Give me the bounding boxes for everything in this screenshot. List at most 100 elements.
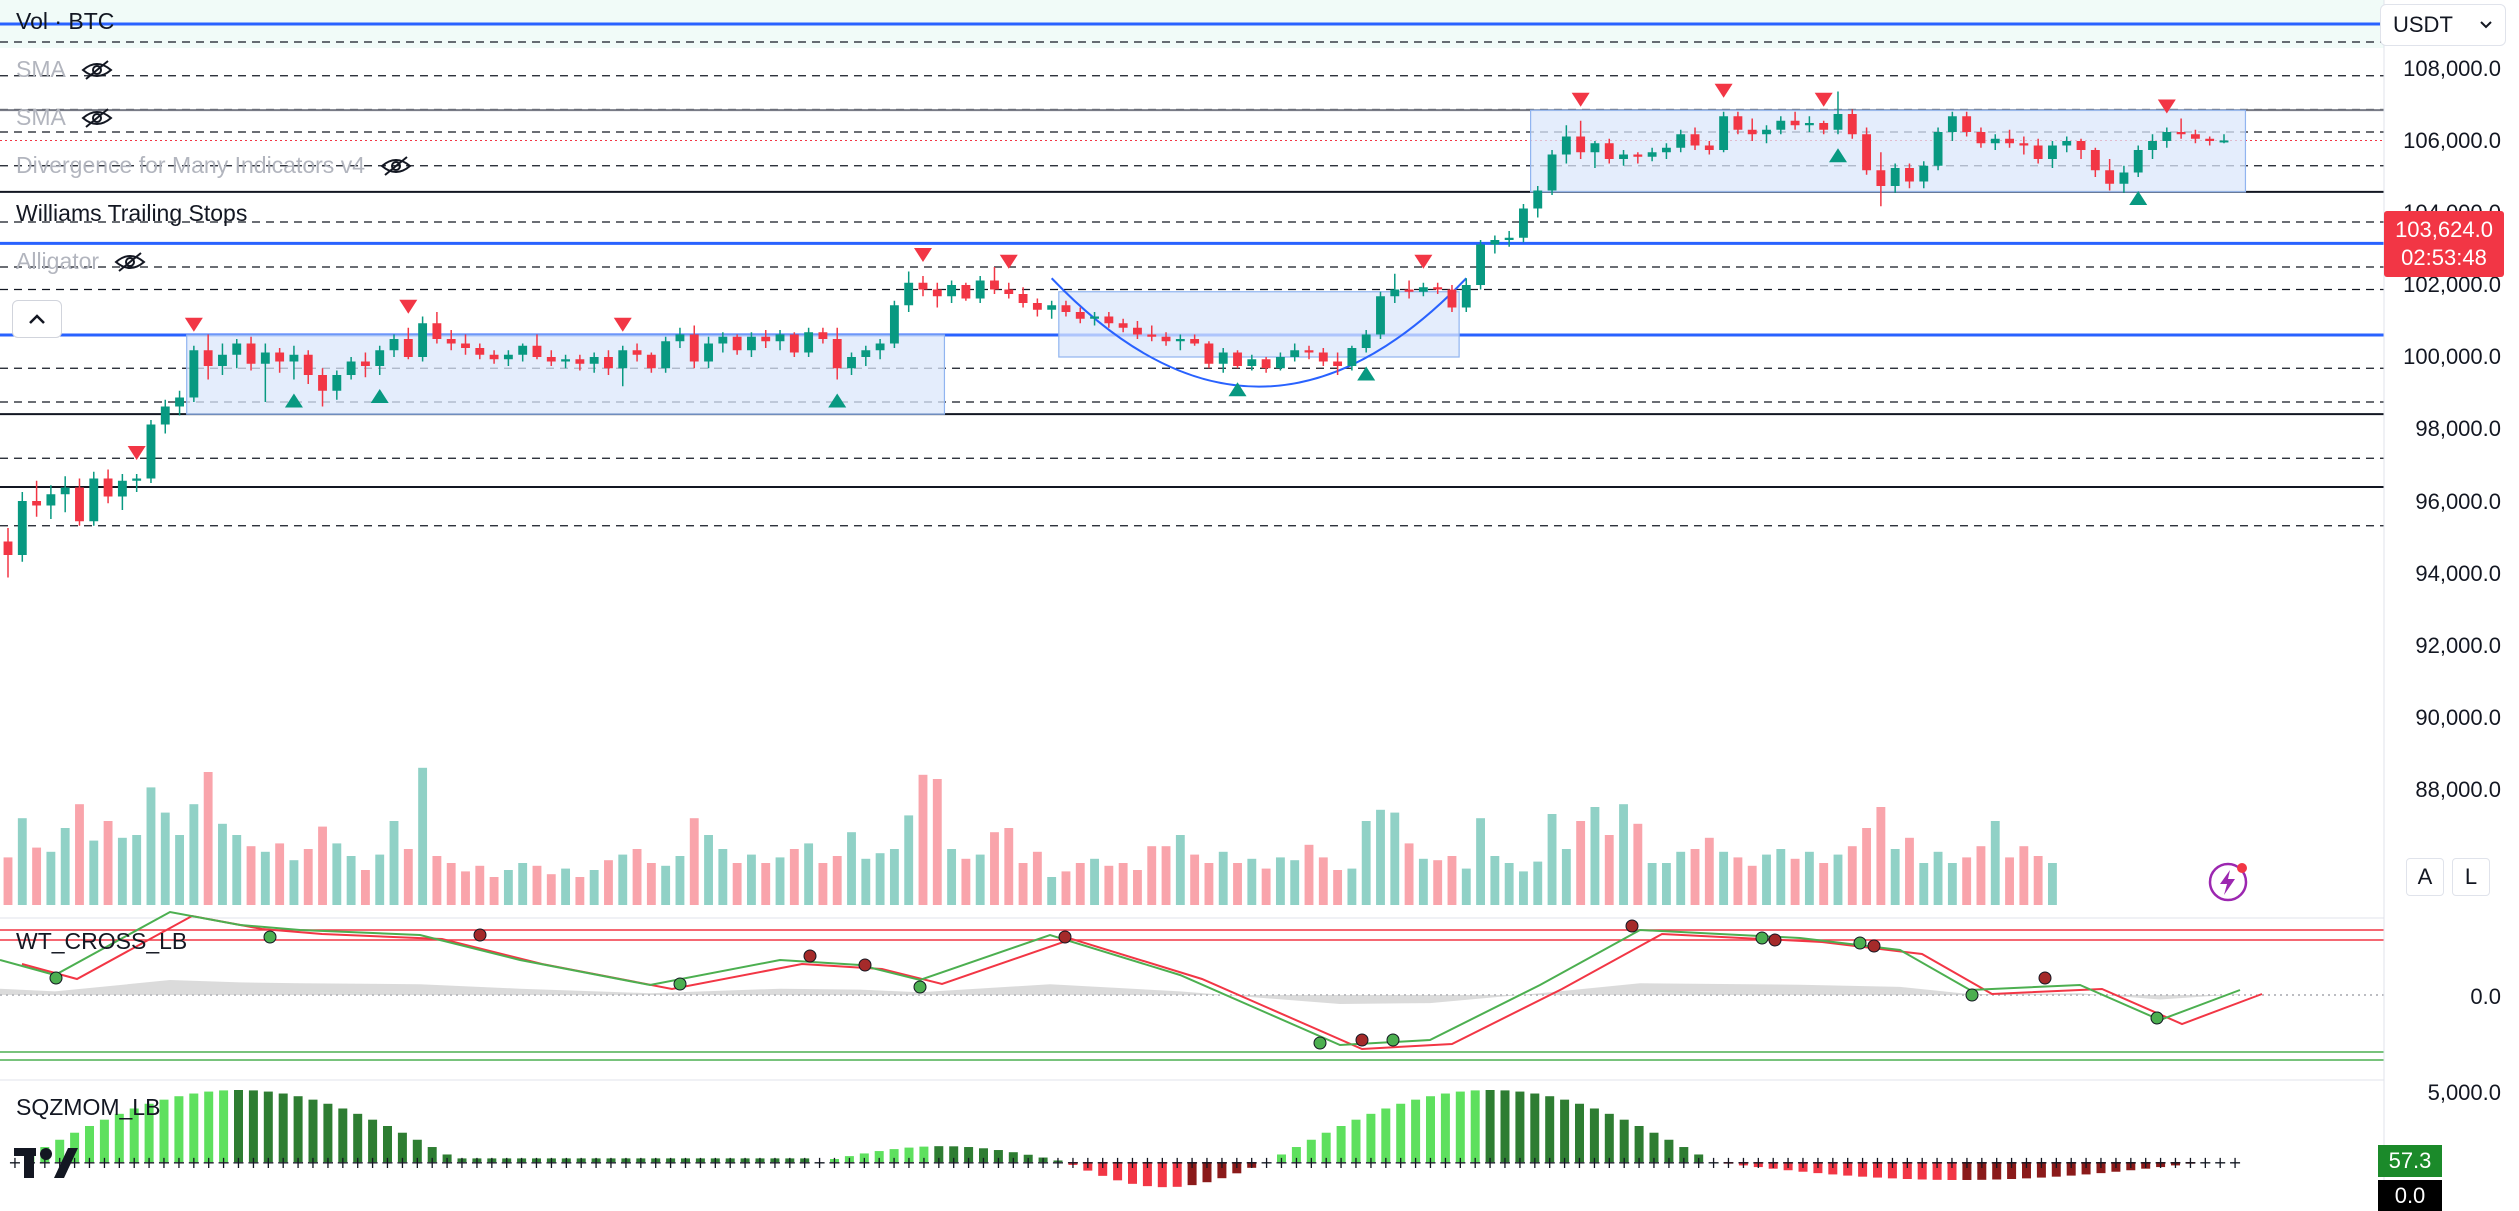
candle-body (1519, 208, 1528, 238)
volume-bar (503, 870, 513, 905)
wt-line-red (21, 914, 2263, 1051)
sq-cross: + (440, 1153, 453, 1172)
volume-bar (318, 826, 327, 905)
volume-bar (17, 818, 27, 905)
sq-momentum-bar (1649, 1132, 1659, 1162)
sq-momentum-bar (502, 1158, 512, 1162)
tradingview-logo[interactable] (10, 1140, 86, 1184)
sq-momentum-bar (1485, 1090, 1495, 1162)
sq-momentum-bar (293, 1096, 303, 1162)
volume-bar (432, 856, 442, 905)
currency-selector[interactable]: USDT (2380, 4, 2506, 46)
price-axis-label: 94,000.0 (2415, 561, 2501, 586)
candle-body (1018, 294, 1028, 303)
sq-cross: + (1871, 1153, 1884, 1172)
sq-cross: + (2213, 1153, 2226, 1172)
legend-williams[interactable]: Williams Trailing Stops (16, 200, 247, 227)
sq-cross: + (2064, 1153, 2077, 1172)
log-scale-button[interactable]: L (2452, 858, 2490, 896)
candle-body (947, 285, 957, 297)
sq-cross: + (917, 1153, 930, 1172)
volume-bar (132, 835, 142, 905)
sell-marker (613, 317, 632, 332)
candle-body (2133, 150, 2143, 173)
sq-cross: + (1245, 1153, 1258, 1172)
legend-volume-label: Vol · BTC (16, 8, 115, 34)
candle-body (1147, 334, 1157, 337)
sq-cross: + (262, 1153, 275, 1172)
sq-momentum-bar (1962, 1162, 1972, 1180)
volume-bar (1619, 804, 1628, 905)
sq-momentum-bar (993, 1150, 1003, 1162)
legend-sma-1[interactable]: SMA (16, 56, 114, 83)
lightning-icon[interactable] (2208, 862, 2248, 902)
candle-body (275, 352, 285, 362)
bar-countdown: 02:53:48 (2401, 245, 2487, 270)
candle-body (1576, 136, 1586, 153)
sq-cross: + (1468, 1153, 1481, 1172)
sq-cross: + (947, 1153, 960, 1172)
sq-momentum-bar (785, 1158, 795, 1162)
volume-bar (1919, 863, 1929, 905)
candle-body (3, 541, 13, 555)
eye-off-icon[interactable] (113, 251, 147, 273)
sq-cross: + (515, 1153, 528, 1172)
candle-body (1304, 350, 1314, 353)
volume-bar (932, 779, 942, 905)
wt-pane-title[interactable]: WT_CROSS_LB (16, 928, 188, 954)
sq-momentum-bar (1187, 1162, 1197, 1186)
sq-momentum-bar (1560, 1099, 1570, 1162)
sq-cross: + (1051, 1153, 1064, 1172)
volume-bar (1090, 858, 1099, 905)
candle-body (1390, 289, 1400, 297)
volume-bar (1461, 868, 1471, 905)
volume-bar (1390, 812, 1400, 905)
sq-cross: + (872, 1153, 885, 1172)
volume-bar (990, 832, 999, 905)
sq-pane-title[interactable]: SQZMOM_LB (16, 1094, 161, 1120)
candle-body (2219, 140, 2229, 143)
volume-bar (1690, 849, 1700, 905)
eye-off-icon[interactable] (80, 107, 114, 129)
sq-cross: + (1305, 1153, 1318, 1172)
volume-bar (189, 804, 199, 905)
legend-alligator-label: Alligator (16, 248, 100, 274)
sq-cross: + (1990, 1153, 2003, 1172)
sq-cross: + (2050, 1153, 2063, 1172)
sq-momentum-bar (427, 1147, 437, 1162)
legend-volume[interactable]: Vol · BTC (16, 8, 114, 35)
sq-cross: + (2020, 1153, 2033, 1172)
sq-cross: + (1632, 1153, 1645, 1172)
sq-momentum-bar (1411, 1099, 1421, 1162)
volume-bar (346, 856, 356, 905)
collapse-legend-button[interactable] (12, 300, 62, 338)
sq-cross: + (813, 1153, 826, 1172)
candle-body (589, 357, 599, 364)
candle-body (2162, 132, 2172, 141)
auto-scale-button[interactable]: A (2406, 858, 2444, 896)
sq-momentum-bar (1366, 1113, 1376, 1162)
volume-bar (1547, 814, 1557, 905)
legend-divergence[interactable]: Divergence for Many Indicators v4 (16, 152, 413, 179)
legend-alligator[interactable]: Alligator (16, 248, 147, 275)
eye-off-icon[interactable] (379, 155, 413, 177)
eye-off-icon[interactable] (80, 59, 114, 81)
candle-body (646, 354, 656, 369)
sq-momentum-bar (368, 1119, 378, 1162)
sq-cross: + (932, 1153, 945, 1172)
sq-momentum-bar (278, 1093, 288, 1162)
sq-momentum-bar (591, 1158, 601, 1162)
candle-body (175, 397, 184, 407)
sq-cross: + (500, 1153, 513, 1172)
volume-bar (1819, 863, 1829, 905)
sq-cross: + (1752, 1153, 1765, 1172)
volume-bar (1762, 854, 1771, 905)
price-axis-label: 88,000.0 (2415, 777, 2501, 802)
volume-bar (1604, 835, 1614, 905)
candle-body (389, 339, 399, 351)
candle-body (932, 289, 942, 297)
price-axis-label: 108,000.0 (2403, 56, 2501, 81)
sq-momentum-bar (889, 1149, 899, 1162)
legend-sma-2[interactable]: SMA (16, 104, 114, 131)
